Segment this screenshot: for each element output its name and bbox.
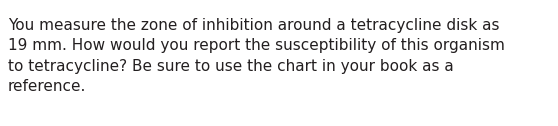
- Text: You measure the zone of inhibition around a tetracycline disk as
19 mm. How woul: You measure the zone of inhibition aroun…: [8, 18, 505, 94]
